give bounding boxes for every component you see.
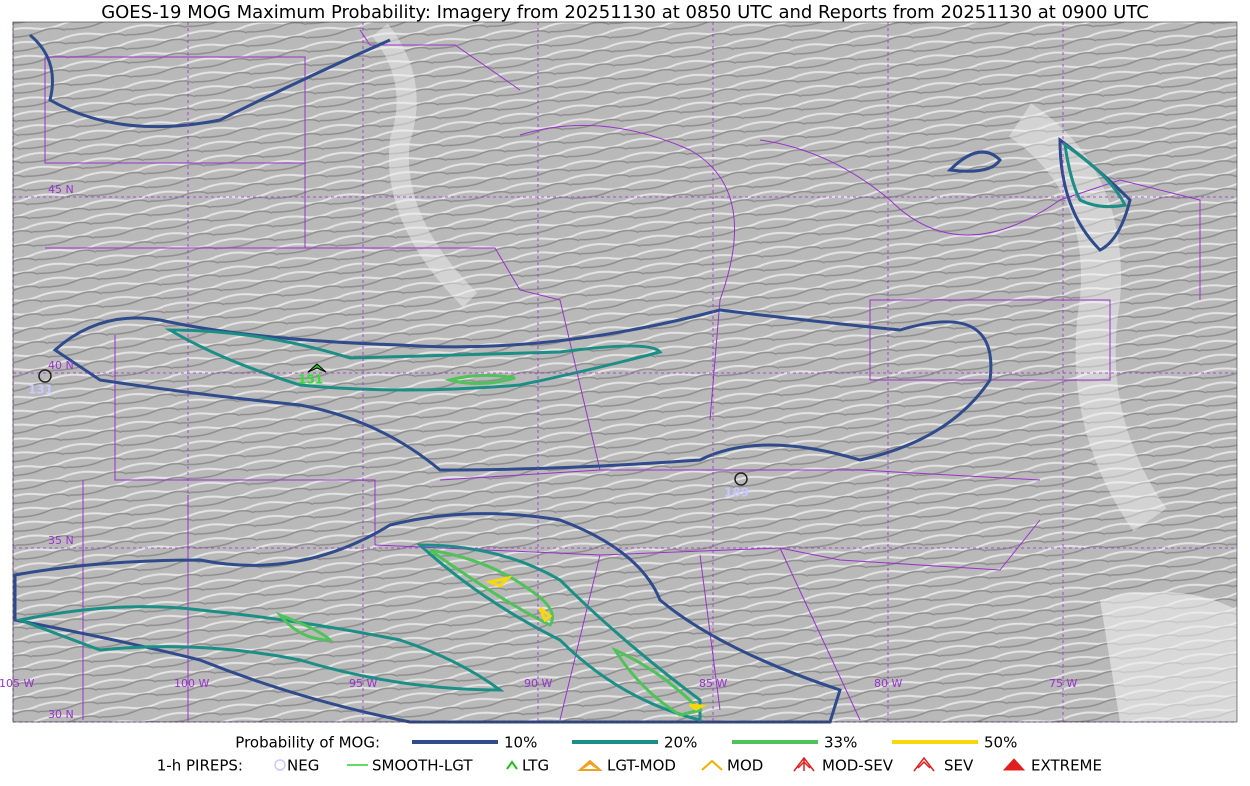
pirep-reports: 131 151 189: [28, 363, 749, 500]
map: 45 N 40 N 35 N 30 N 105 W 100 W 95 W 90 W 85 W 80…: [0, 21, 1238, 724]
pirep-icon: [793, 756, 815, 772]
latitude-label: 40 N: [48, 359, 74, 372]
legend-title: Probability of MOG:: [235, 734, 380, 752]
longitude-label: 95 W: [349, 677, 377, 690]
pirep-icon: [577, 759, 603, 771]
legend-label: LGT-MOD: [607, 757, 676, 775]
legend-label: 33%: [824, 734, 857, 752]
legend-label: 10%: [504, 734, 537, 752]
legend-label: LTG: [522, 757, 549, 775]
mog-contours: [13, 33, 1132, 724]
latitude-label: 30 N: [48, 708, 74, 721]
title: GOES-19 MOG Maximum Probability: Imagery…: [101, 2, 1149, 23]
pirep-icon: [274, 759, 286, 771]
legend-label: SEV: [944, 757, 974, 775]
latitude-label: 45 N: [48, 183, 74, 196]
neg-symbol: [38, 369, 52, 383]
longitude-label: 85 W: [699, 677, 727, 690]
legend-label: 50%: [984, 734, 1017, 752]
longitude-label: 100 W: [174, 677, 209, 690]
legend-title: 1-h PIREPS:: [157, 757, 243, 775]
pirep-icon: [506, 760, 518, 770]
longitude-label: 105 W: [0, 677, 34, 690]
report-label: 189: [724, 486, 749, 500]
longitude-label: 90 W: [524, 677, 552, 690]
pirep-icon: [701, 759, 723, 771]
latitude-label: 35 N: [48, 534, 74, 547]
pirep-icon: [1002, 758, 1026, 771]
report-label: 131: [28, 383, 53, 397]
legend-label: EXTREME: [1031, 757, 1102, 775]
satellite-imagery: [13, 22, 1237, 722]
map-frame: [12, 21, 1238, 723]
legend-label: MOD: [727, 757, 763, 775]
ltg-symbol: [307, 363, 327, 373]
legend-label: SMOOTH-LGT: [372, 757, 473, 775]
neg-symbol: [734, 472, 748, 486]
legend-label: MOD-SEV: [822, 757, 894, 775]
legend-label: 20%: [664, 734, 697, 752]
legend-label: NEG: [287, 757, 319, 775]
longitude-label: 75 W: [1049, 677, 1077, 690]
longitude-label: 80 W: [874, 677, 902, 690]
report-label: 151: [298, 373, 323, 387]
legend: Probability of MOG: 10% 20% 33% 50% 1-h PIREP…: [157, 734, 1102, 775]
pirep-icon: [913, 756, 935, 772]
